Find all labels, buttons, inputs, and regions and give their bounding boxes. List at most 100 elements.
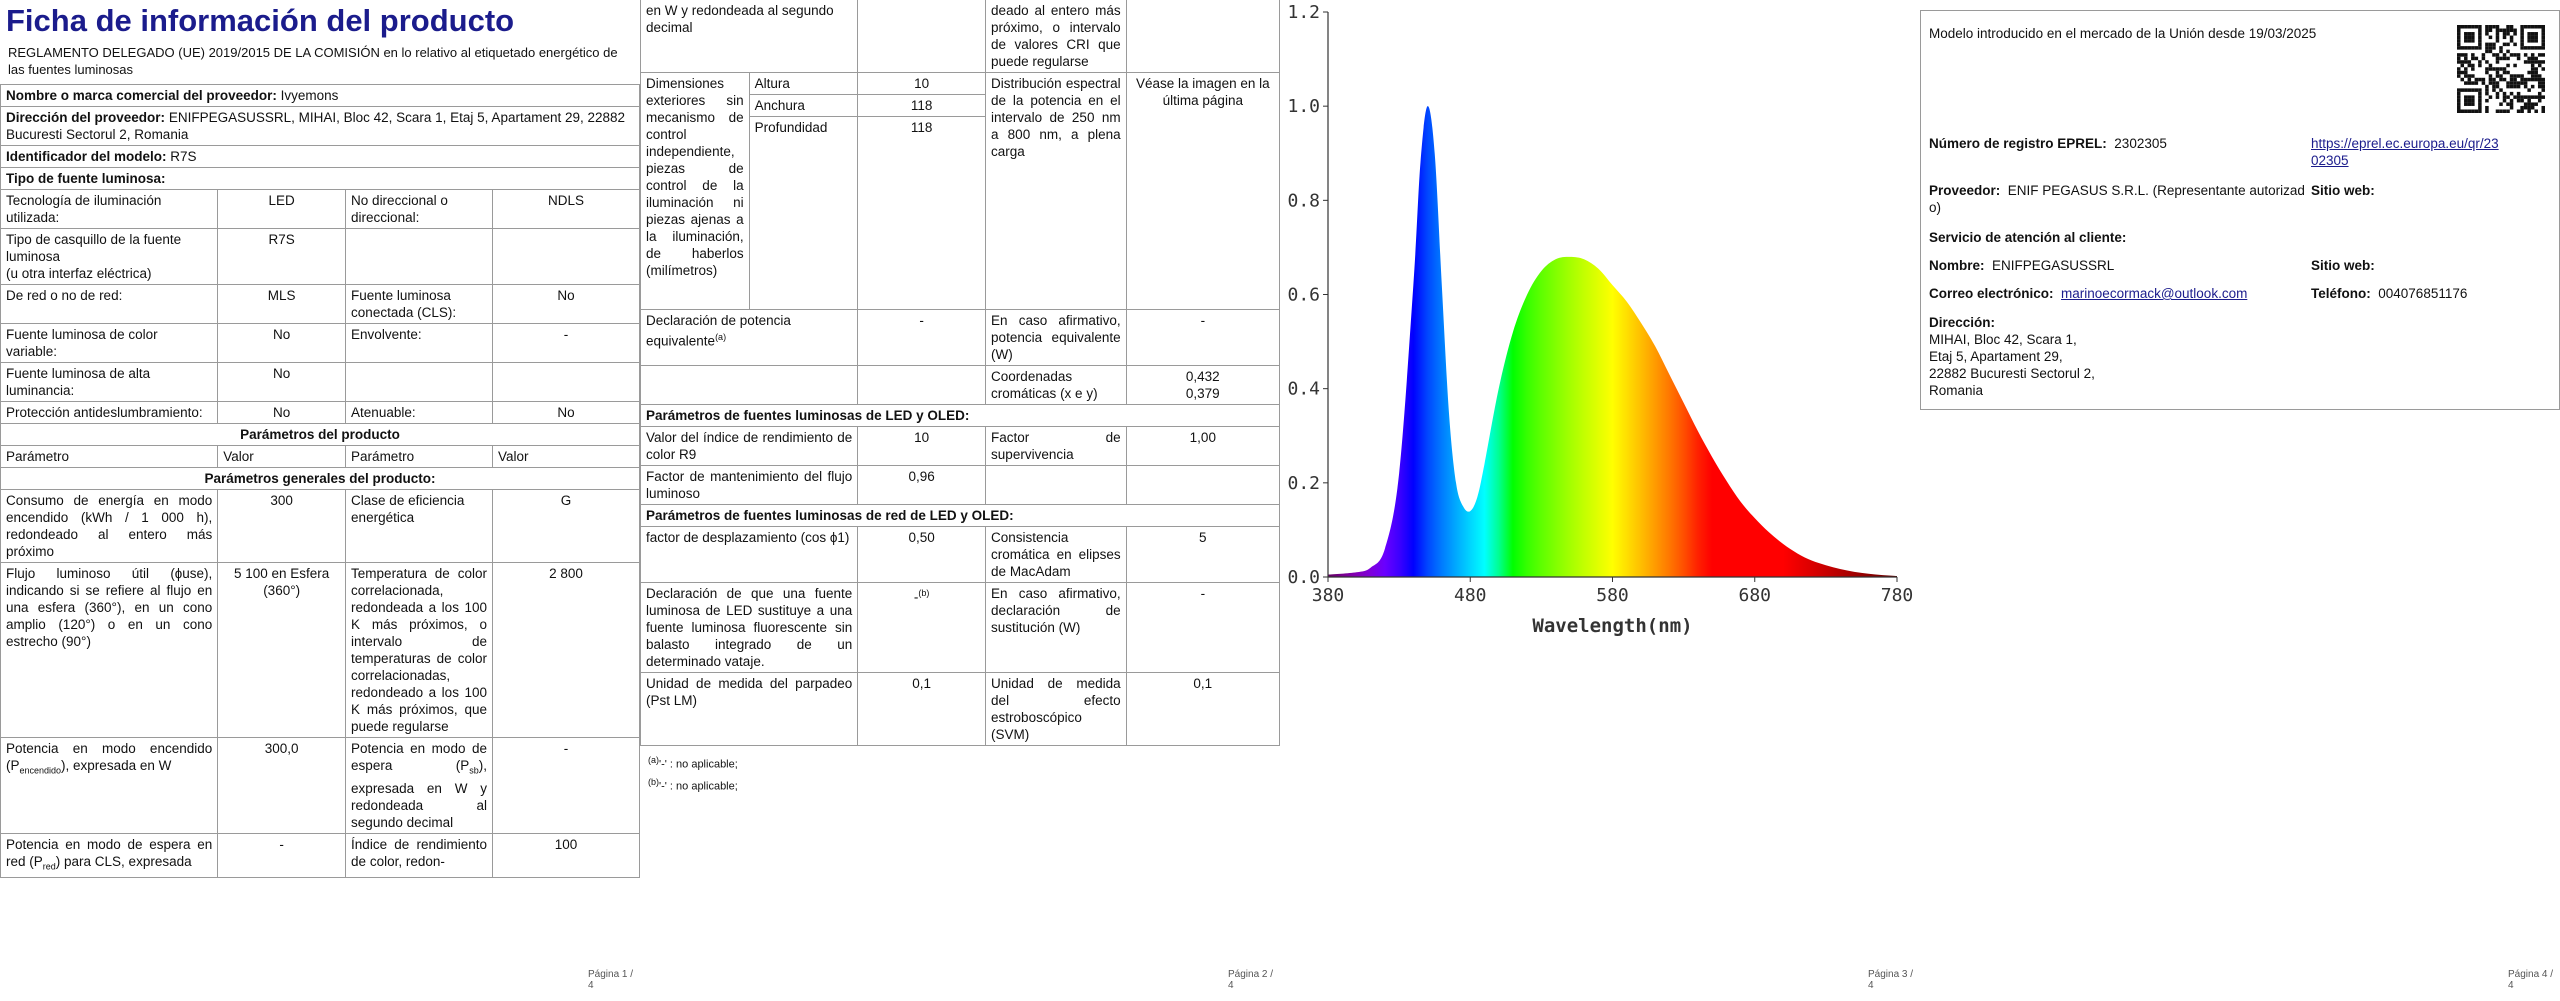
svm-value: 0,1 — [1125, 672, 1280, 746]
qr-module — [2460, 46, 2465, 50]
qr-module — [2502, 91, 2507, 96]
qr-module — [2488, 63, 2493, 68]
qr-module — [2523, 102, 2528, 106]
qr-code-icon — [2457, 25, 2545, 113]
qr-module — [2467, 98, 2472, 103]
qr-module — [2471, 56, 2475, 61]
qr-module — [2471, 67, 2475, 71]
qr-module — [2520, 77, 2524, 82]
qr-module — [2471, 35, 2475, 40]
general-params-heading: Parámetros generales del producto: — [0, 467, 640, 490]
qr-module — [2502, 35, 2507, 40]
power-on-value: 300,0 — [217, 737, 347, 834]
qr-module — [2509, 77, 2514, 82]
qr-module — [2513, 95, 2517, 99]
qr-module — [2523, 60, 2528, 64]
qr-module — [2478, 63, 2482, 68]
qr-module — [2499, 102, 2503, 106]
qr-module — [2464, 81, 2468, 85]
page-1: Ficha de información del producto REGLAM… — [0, 0, 640, 1001]
eprel-link-1[interactable]: https://eprel.ec.europa.eu/qr/23 — [2311, 136, 2499, 151]
qr-module — [2464, 35, 2468, 40]
qr-module — [2467, 60, 2472, 64]
x-tick-label: 380 — [1312, 585, 1345, 606]
cap-label-1: Tipo de casquillo de la fuente luminosa — [6, 232, 182, 264]
qr-module — [2530, 63, 2535, 68]
qr-module — [2457, 98, 2461, 103]
qr-module — [2523, 46, 2528, 50]
displacement-value: 0,50 — [857, 526, 987, 583]
qr-module — [2485, 28, 2489, 33]
class-value: G — [492, 489, 640, 563]
equiv-label: Declaración de potencia equivalente(a) — [640, 309, 859, 366]
web2-label-text: Sitio web: — [2311, 258, 2375, 273]
y-tick-label: 0.4 — [1287, 379, 1320, 400]
product-params-heading: Parámetros del producto — [0, 423, 640, 446]
qr-module — [2471, 102, 2475, 106]
qr-module — [2509, 53, 2514, 57]
qr-module — [2502, 70, 2507, 75]
qr-module — [2516, 74, 2521, 78]
qr-module — [2530, 102, 2535, 106]
qr-module — [2506, 95, 2510, 99]
qr-module — [2502, 95, 2507, 99]
equiv-w-label: En caso afirmativo, potencia equivalente… — [985, 309, 1127, 366]
qr-module — [2457, 35, 2461, 40]
flux-value: 5 100 en Esfera (360°) — [217, 562, 347, 738]
empty-cell — [345, 362, 494, 402]
qr-module — [2513, 32, 2517, 36]
qr-module — [2537, 60, 2542, 64]
qr-module — [2523, 84, 2528, 89]
address-line-4: Romania — [1929, 383, 1984, 398]
eprel-link[interactable]: https://eprel.ec.europa.eu/qr/23 02305 — [2311, 135, 2551, 169]
qr-module — [2527, 77, 2531, 82]
product-params-continued-table: en W y redondeada al segundo decimal dea… — [640, 0, 1280, 746]
qr-module — [2464, 39, 2468, 43]
y-tick-label: 0.2 — [1287, 473, 1320, 494]
replacement-w-value: - — [1125, 582, 1280, 673]
email-link[interactable]: marinoecormack@outlook.com — [2061, 286, 2248, 301]
qr-module — [2530, 84, 2535, 89]
qr-module — [2467, 25, 2472, 29]
qr-module — [2471, 32, 2475, 36]
maintenance-label: Factor de mantenimiento del flujo lumino… — [640, 465, 859, 505]
qr-module — [2506, 102, 2510, 106]
replacement-sup: (b) — [918, 588, 930, 598]
qr-module — [2464, 32, 2468, 36]
qr-module — [2467, 46, 2472, 50]
qr-module — [2541, 28, 2545, 33]
qr-module — [2530, 56, 2535, 61]
name-label: Nombre: — [1929, 258, 1985, 273]
eprel-row: Número de registro EPREL: 2302305 — [1929, 135, 2167, 152]
email-row: Correo electrónico: marinoecormack@outlo… — [1929, 285, 2247, 302]
qr-module — [2516, 109, 2521, 113]
qr-module — [2499, 56, 2503, 61]
qr-module — [2520, 74, 2524, 78]
qr-module — [2457, 105, 2461, 110]
dir-label: No direccional o direccional: — [345, 189, 494, 229]
cri-continued: deado al entero más próximo, o intervalo… — [985, 0, 1127, 73]
replacement-value-text: - — [913, 589, 919, 605]
qr-module — [2520, 105, 2524, 110]
qr-module — [2541, 81, 2545, 85]
col-value: Valor — [492, 445, 640, 468]
model-row: Identificador del modelo: R7S — [0, 145, 640, 168]
qr-module — [2457, 67, 2461, 71]
qr-module — [2534, 102, 2538, 106]
qr-module — [2464, 98, 2468, 103]
web-label-text: Sitio web: — [2311, 183, 2375, 198]
eprel-link-2[interactable]: 02305 — [2311, 153, 2349, 168]
qr-module — [2530, 32, 2535, 36]
footnote-a-text: '-' : no aplicable; — [659, 758, 738, 771]
y-tick-label: 0.8 — [1287, 190, 1320, 211]
qr-module — [2478, 109, 2482, 113]
qr-module — [2523, 25, 2528, 29]
qr-module — [2541, 60, 2545, 64]
qr-module — [2530, 77, 2535, 82]
qr-module — [2464, 109, 2468, 113]
qr-module — [2467, 81, 2472, 85]
qr-module — [2485, 46, 2489, 50]
mains-label: De red o no de red: — [0, 284, 219, 324]
qr-module — [2534, 32, 2538, 36]
tech-label: Tecnología de iluminación utilizada: — [0, 189, 219, 229]
